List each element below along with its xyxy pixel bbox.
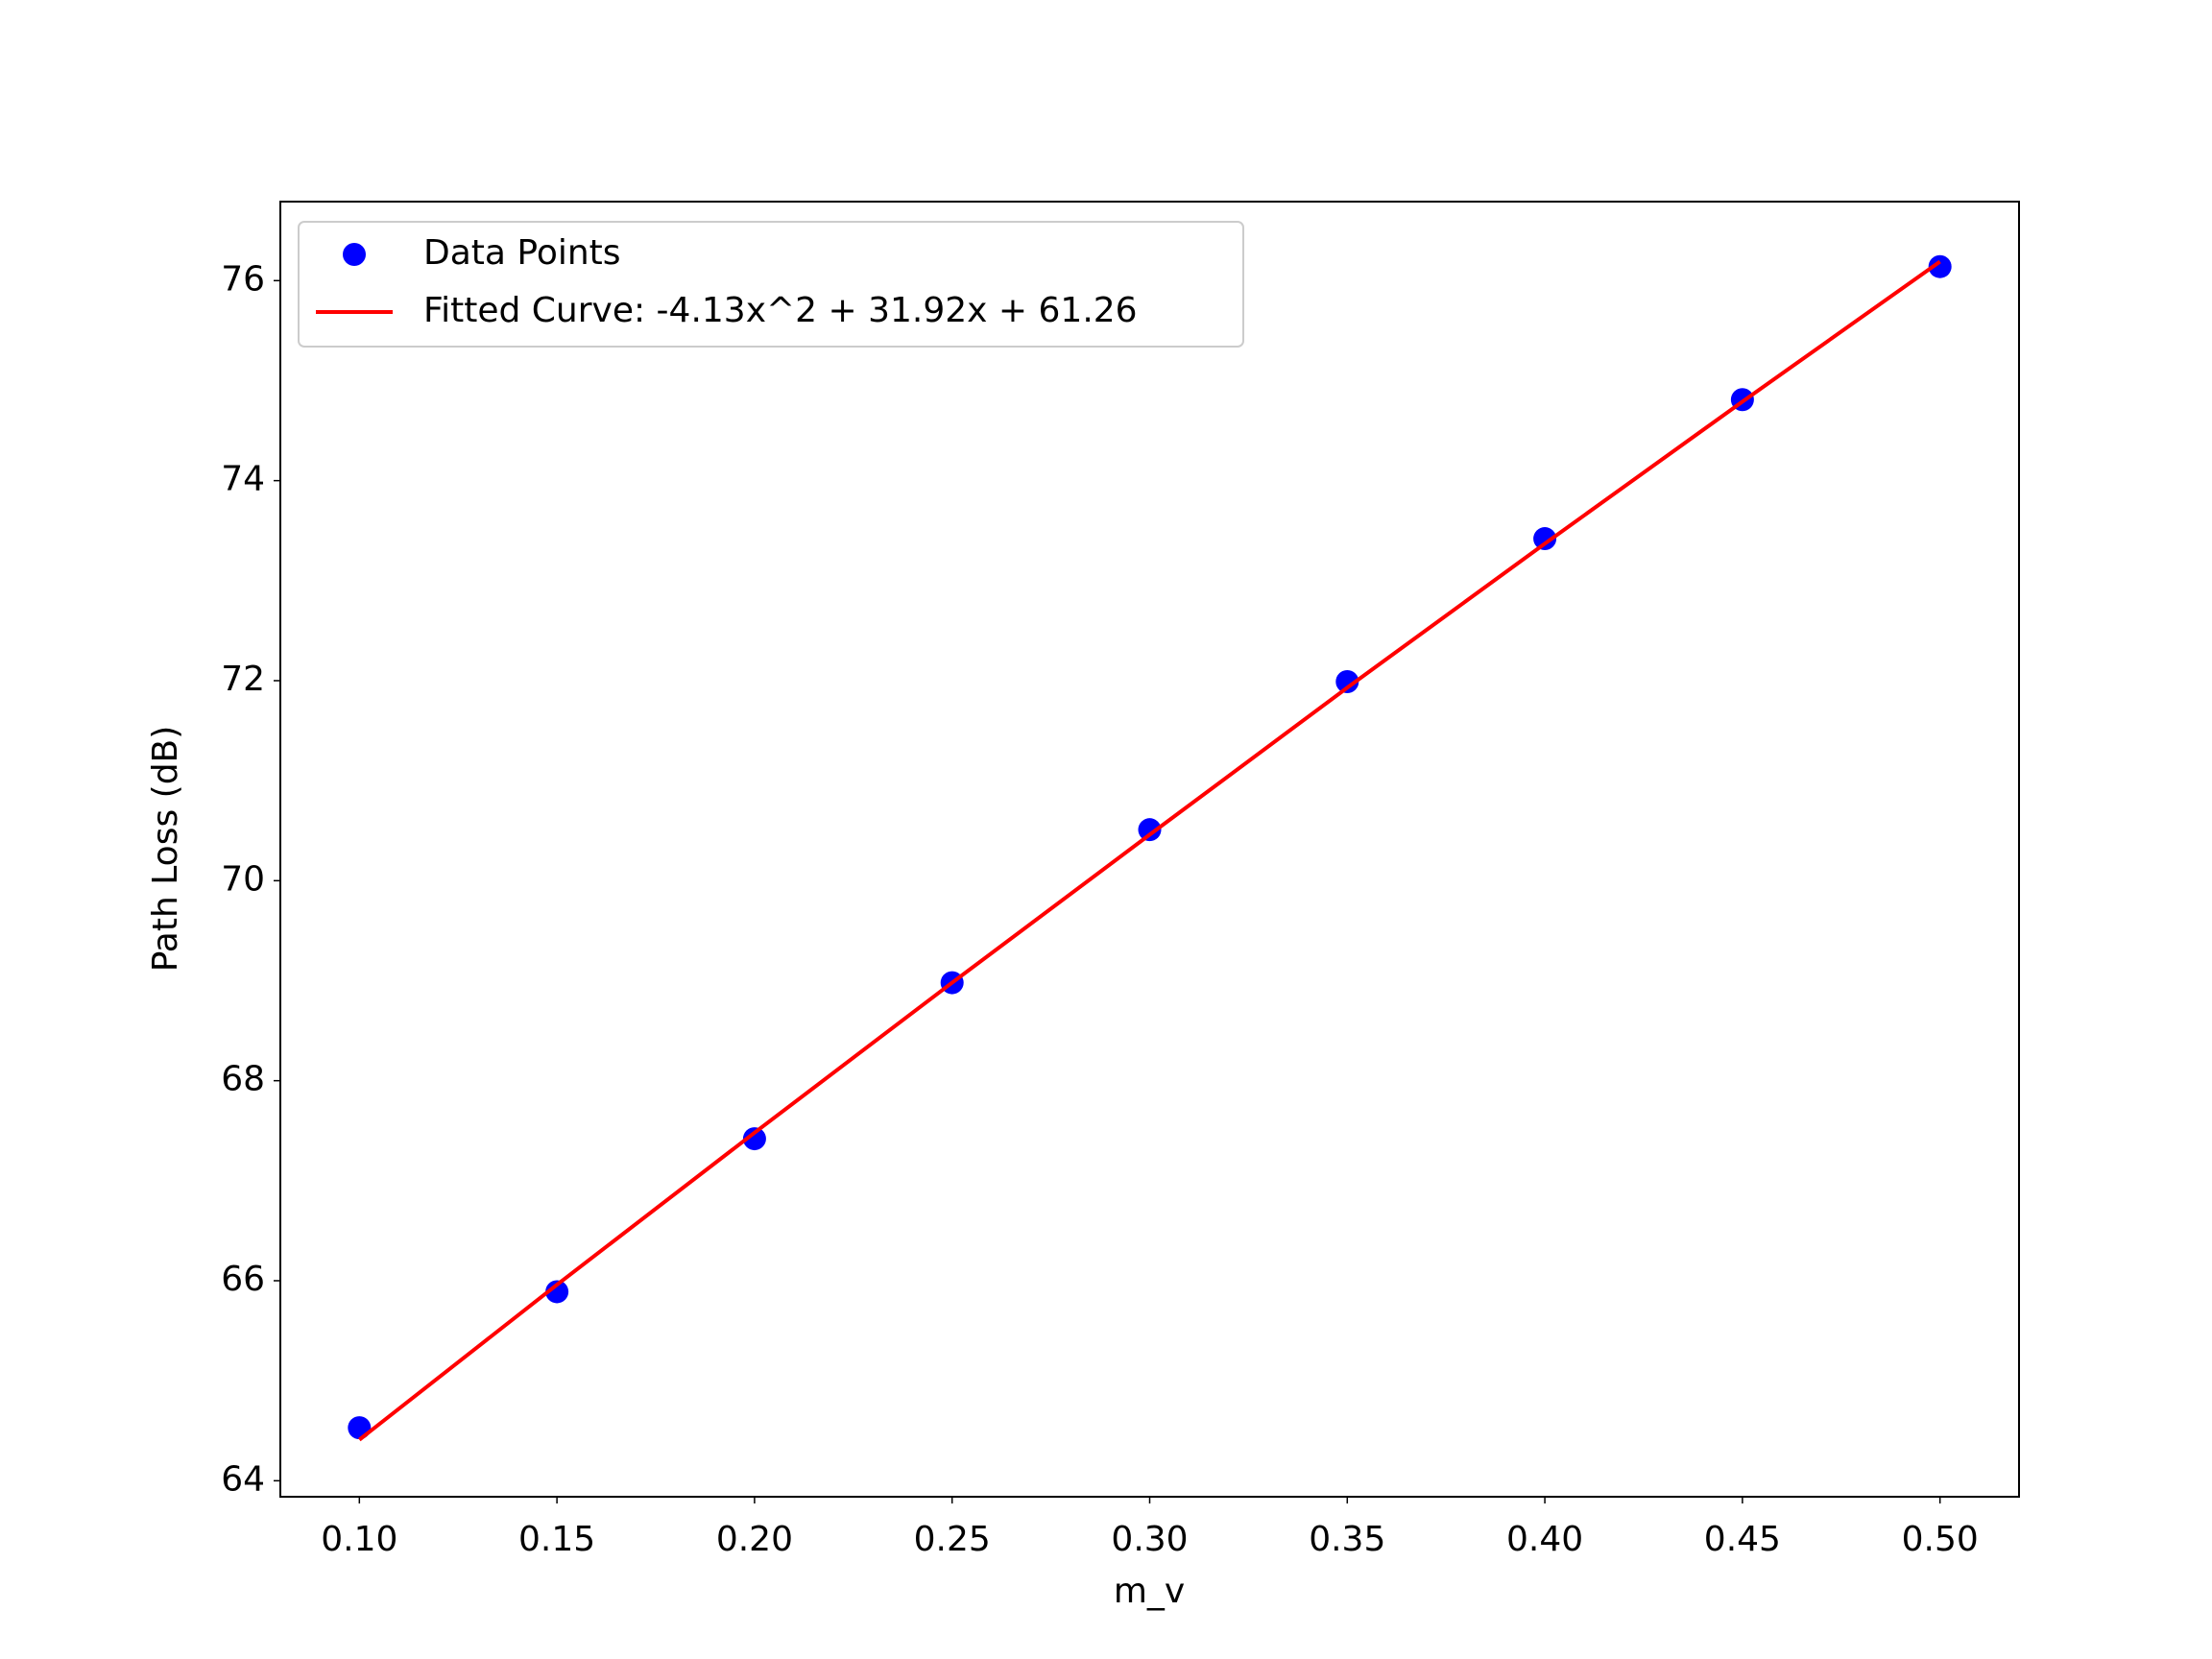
x-tick-label: 0.15	[518, 1520, 595, 1559]
legend-label: Fitted Curve: -4.13x^2 + 31.92x + 61.26	[423, 291, 1138, 330]
y-tick-label: 70	[221, 859, 265, 899]
y-tick-label: 68	[221, 1060, 265, 1099]
x-tick-label: 0.25	[914, 1520, 991, 1559]
x-tick-label: 0.30	[1111, 1520, 1188, 1559]
data-point	[1533, 527, 1557, 551]
x-tick-label: 0.20	[716, 1520, 793, 1559]
data-point	[1335, 670, 1359, 694]
legend-label: Data Points	[423, 233, 621, 273]
x-tick-label: 0.45	[1704, 1520, 1781, 1559]
y-tick-label: 74	[221, 460, 265, 499]
y-tick-label: 72	[221, 660, 265, 699]
data-point	[545, 1280, 569, 1304]
x-tick-label: 0.10	[321, 1520, 397, 1559]
y-tick-label: 64	[221, 1459, 265, 1499]
legend-marker	[343, 243, 366, 266]
data-point	[742, 1127, 766, 1151]
x-tick-label: 0.40	[1506, 1520, 1583, 1559]
plot-frame	[279, 201, 2020, 1498]
x-tick-label: 0.50	[1902, 1520, 1979, 1559]
x-axis-label: m_v	[1114, 1572, 1185, 1611]
data-point	[1928, 254, 1952, 278]
data-point	[1138, 818, 1162, 842]
fit-line	[358, 259, 1941, 1442]
legend-box	[298, 221, 1244, 348]
y-tick-label: 66	[221, 1260, 265, 1299]
y-tick-label: 76	[221, 259, 265, 299]
y-axis-label: Path Loss (dB)	[146, 726, 185, 973]
x-tick-label: 0.35	[1309, 1520, 1385, 1559]
